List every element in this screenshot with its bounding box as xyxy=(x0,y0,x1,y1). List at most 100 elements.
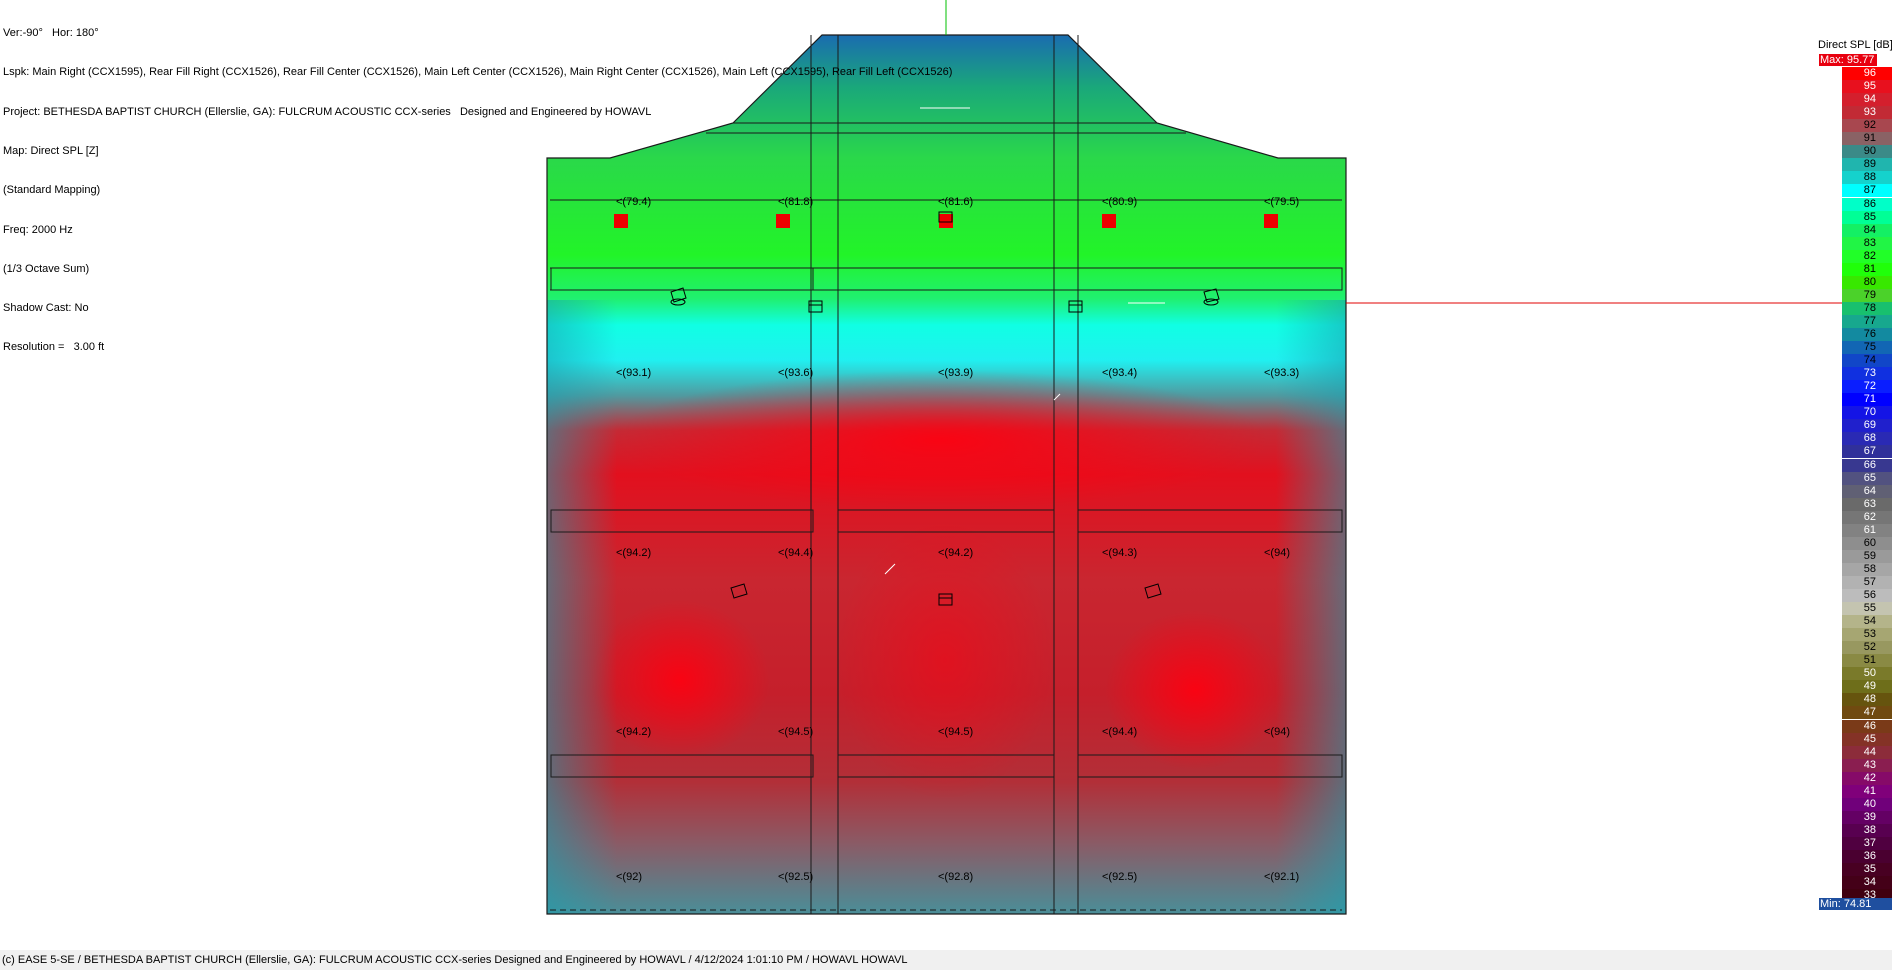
legend-scale-entry: 74 xyxy=(1842,354,1892,368)
legend-scale-label: 62 xyxy=(1863,510,1876,523)
legend-title: Direct SPL [dB] xyxy=(1818,39,1892,51)
white-details xyxy=(884,107,1165,575)
legend-scale-entry: 42 xyxy=(1842,771,1892,785)
legend-scale-entry: 72 xyxy=(1842,380,1892,394)
measurement-value: <(93.9) xyxy=(938,367,973,379)
legend-scale-label: 73 xyxy=(1863,367,1876,380)
legend-scale-entry: 96 xyxy=(1842,67,1892,80)
legend-scale-label: 38 xyxy=(1863,823,1876,836)
legend-scale-label: 64 xyxy=(1863,484,1876,497)
legend-scale-entry: 38 xyxy=(1842,823,1892,837)
measurement-value: <(94.4) xyxy=(778,547,813,559)
legend-scale-entry: 62 xyxy=(1842,510,1892,524)
legend-scale-label: 72 xyxy=(1863,380,1876,393)
legend-scale-entry: 48 xyxy=(1842,693,1892,707)
legend-scale-entry: 91 xyxy=(1842,132,1892,146)
legend-scale-label: 79 xyxy=(1863,288,1876,301)
legend-scale-entry: 86 xyxy=(1842,197,1892,211)
legend-scale-entry: 58 xyxy=(1842,562,1892,576)
legend-scale-entry: 84 xyxy=(1842,223,1892,237)
legend-scale-label: 40 xyxy=(1863,797,1876,810)
seat-marker xyxy=(1264,214,1278,228)
measurement-value: <(94.2) xyxy=(616,726,651,738)
legend-scale-entry: 88 xyxy=(1842,171,1892,185)
legend-scale-label: 71 xyxy=(1863,393,1876,406)
legend-scale-label: 88 xyxy=(1863,171,1876,184)
legend-scale-label: 65 xyxy=(1863,471,1876,484)
legend-scale-label: 52 xyxy=(1863,641,1876,654)
legend-scale-label: 47 xyxy=(1863,706,1876,719)
legend-scale-entry: 85 xyxy=(1842,210,1892,224)
seat-marker xyxy=(1102,214,1116,228)
legend-scale-entry: 64 xyxy=(1842,484,1892,498)
legend-scale-entry: 81 xyxy=(1842,262,1892,276)
legend-scale-label: 41 xyxy=(1863,784,1876,797)
legend-scale-entry: 68 xyxy=(1842,432,1892,446)
measurement-value: <(94.2) xyxy=(616,547,651,559)
legend-scale-label: 74 xyxy=(1863,354,1876,367)
legend-scale-label: 89 xyxy=(1863,158,1876,171)
room-geometry xyxy=(550,35,1343,914)
measurement-value: <(93.4) xyxy=(1102,367,1137,379)
legend-scale-label: 80 xyxy=(1863,275,1876,288)
seat-marker xyxy=(614,214,628,228)
legend-scale-label: 85 xyxy=(1863,210,1876,223)
legend-scale-label: 95 xyxy=(1863,80,1876,93)
legend-scale-label: 39 xyxy=(1863,810,1876,823)
legend-scale-label: 76 xyxy=(1863,328,1876,340)
legend-scale-entry: 70 xyxy=(1842,406,1892,420)
legend-scale-entry: 46 xyxy=(1842,719,1892,733)
measurement-value: <(94.4) xyxy=(1102,726,1137,738)
measurement-value: <(94.5) xyxy=(778,726,813,738)
legend-scale-label: 94 xyxy=(1863,93,1876,106)
measurement-value: <(94) xyxy=(1264,726,1290,738)
legend-scale-entry: 41 xyxy=(1842,784,1892,798)
legend-scale-entry: 90 xyxy=(1842,145,1892,159)
measurement-value: <(93.6) xyxy=(778,367,813,379)
legend-max: Max: 95.77 xyxy=(1819,54,1877,66)
legend-scale-label: 56 xyxy=(1863,589,1876,601)
legend-scale-label: 57 xyxy=(1863,575,1876,588)
legend-scale-label: 87 xyxy=(1863,184,1876,197)
legend-scale-label: 46 xyxy=(1863,719,1876,732)
legend-scale-entry: 75 xyxy=(1842,341,1892,355)
legend-scale-label: 86 xyxy=(1863,197,1876,210)
legend-scale-label: 75 xyxy=(1863,341,1876,354)
legend-scale-entry: 59 xyxy=(1842,549,1892,563)
legend-scale-entry: 65 xyxy=(1842,471,1892,485)
legend-scale-entry: 57 xyxy=(1842,575,1892,589)
legend-scale-entry: 45 xyxy=(1842,732,1892,746)
legend-scale-entry: 67 xyxy=(1842,445,1892,459)
legend-scale-label: 93 xyxy=(1863,106,1876,119)
legend-scale-label: 68 xyxy=(1863,432,1876,445)
loudspeaker-icon xyxy=(938,593,953,606)
measurement-value: <(92.1) xyxy=(1264,871,1299,883)
legend-scale-label: 84 xyxy=(1863,223,1876,236)
legend-scale-label: 54 xyxy=(1863,615,1876,628)
loudspeakers xyxy=(670,211,1220,606)
legend-scale-label: 70 xyxy=(1863,406,1876,419)
legend-scale-entry: 52 xyxy=(1842,641,1892,655)
legend-scale-label: 51 xyxy=(1863,654,1876,667)
measurement-value: <(81.8) xyxy=(778,196,813,208)
legend-scale-label: 67 xyxy=(1863,445,1876,458)
legend-scale-label: 81 xyxy=(1863,262,1876,275)
legend-scale-label: 37 xyxy=(1863,836,1876,849)
info-resolution: Resolution = 3.00 ft xyxy=(3,341,105,354)
legend-scale-label: 69 xyxy=(1863,419,1876,432)
legend-scale-entry: 87 xyxy=(1842,184,1892,198)
legend-scale-entry: 60 xyxy=(1842,536,1892,550)
legend-scale-entry: 56 xyxy=(1842,589,1892,602)
measurement-value: <(93.3) xyxy=(1264,367,1299,379)
measurement-labels: <(79.4) <(81.8) <(81.6) <(80.9) <(79.5) <(93.… xyxy=(616,196,1299,883)
loudspeaker-icon xyxy=(1203,288,1220,306)
legend-scale-entry: 43 xyxy=(1842,758,1892,772)
legend-scale-entry: 40 xyxy=(1842,797,1892,811)
legend-scale-entry: 36 xyxy=(1842,850,1892,863)
legend-scale-label: 44 xyxy=(1863,745,1876,758)
spl-field xyxy=(547,35,1346,914)
legend-scale-entry: 35 xyxy=(1842,863,1892,877)
listener-seats xyxy=(614,214,1278,228)
legend-scale-entry: 47 xyxy=(1842,706,1892,720)
loudspeaker-icon xyxy=(808,300,823,313)
